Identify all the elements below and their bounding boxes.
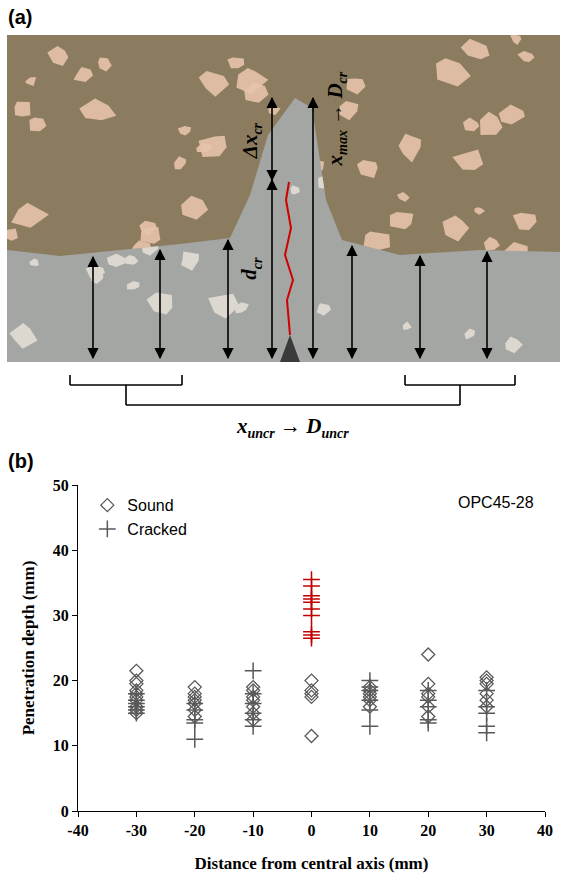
svg-text:Sound: Sound [127, 497, 173, 514]
svg-text:-40: -40 [67, 822, 88, 839]
svg-text:Cracked: Cracked [127, 521, 187, 538]
svg-text:30: 30 [479, 822, 495, 839]
svg-text:-20: -20 [184, 822, 205, 839]
html-text:D: D [323, 82, 348, 99]
html-text:max: max [335, 129, 351, 155]
svg-text:0: 0 [308, 822, 316, 839]
svg-text:10: 10 [362, 822, 378, 839]
html-text:cr: cr [335, 71, 351, 83]
html-text:cr: cr [249, 122, 265, 135]
svg-text:0: 0 [61, 803, 69, 820]
html-text:d: d [237, 268, 262, 280]
html-text:(b): (b) [8, 450, 34, 472]
html-text:xuncr→ Duncr: xuncr→ Duncr [237, 413, 349, 441]
svg-text:30: 30 [53, 607, 69, 624]
svg-text:OPC45-28: OPC45-28 [458, 494, 534, 511]
svg-text:20: 20 [420, 822, 436, 839]
svg-text:-30: -30 [126, 822, 147, 839]
html-text:cr: cr [249, 257, 265, 269]
html-text:x: x [323, 154, 348, 165]
html-text:(a): (a) [8, 6, 33, 28]
svg-text:Penetration depth (mm): Penetration depth (mm) [19, 561, 38, 736]
html-text:Δx: Δx [237, 134, 262, 158]
svg-text:20: 20 [53, 672, 69, 689]
svg-text:40: 40 [53, 542, 69, 559]
svg-text:-10: -10 [242, 822, 263, 839]
svg-text:40: 40 [537, 822, 553, 839]
svg-text:10: 10 [53, 737, 69, 754]
svg-text:Distance from central axis (mm: Distance from central axis (mm) [195, 854, 429, 873]
svg-text:50: 50 [53, 477, 69, 494]
